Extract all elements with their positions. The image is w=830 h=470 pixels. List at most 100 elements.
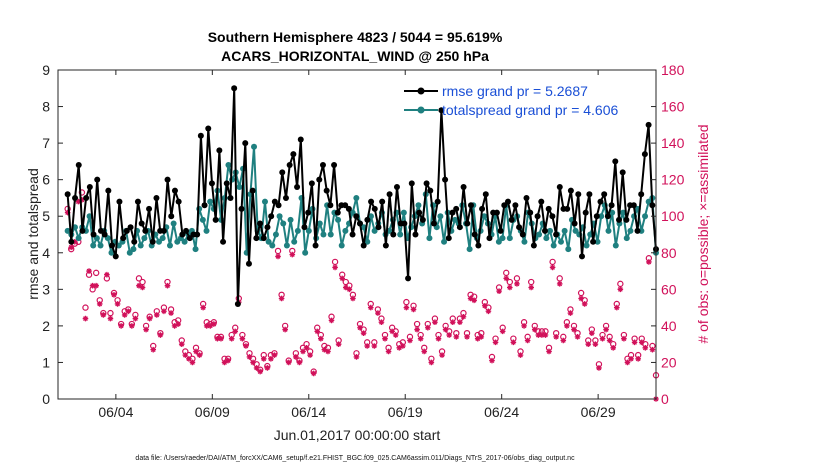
obs-assimilated-marker	[246, 354, 253, 360]
rmse-point	[453, 205, 460, 212]
rmse-point	[615, 216, 622, 223]
x-axis-label: Jun.01,2017 00:00:00 start	[274, 427, 441, 443]
obs-assimilated-marker	[517, 352, 524, 358]
obs-assimilated-marker	[161, 308, 167, 315]
totalspread-point	[353, 194, 360, 201]
obs-assimilated-marker	[146, 315, 153, 322]
totalspread-point	[291, 238, 298, 245]
y2-tick-label: 80	[661, 245, 677, 261]
rmse-point	[353, 213, 360, 220]
obs-assimilated-marker	[389, 328, 395, 335]
rmse-point	[479, 205, 486, 212]
obs-assimilated-marker	[189, 359, 196, 366]
rmse-point	[101, 231, 108, 238]
obs-assimilated-marker	[403, 304, 410, 311]
totalspread-point	[441, 238, 448, 245]
obs-assimilated-marker	[89, 282, 96, 289]
totalspread-point	[316, 220, 323, 227]
obs-assimilated-marker	[589, 330, 595, 336]
rmse-point	[427, 187, 434, 194]
rmse-point	[142, 227, 149, 234]
y2-tick-label: 160	[661, 99, 685, 115]
rmse-point	[149, 238, 156, 245]
obs-assimilated-marker	[93, 282, 99, 289]
footer-data-file: data file: /Users/raeder/DAI/ATM_forcXX/…	[135, 455, 575, 462]
obs-possible-marker	[331, 258, 339, 266]
rmse-point	[112, 253, 119, 260]
obs-assimilated-marker	[474, 335, 481, 342]
obs-assimilated-marker	[143, 326, 149, 333]
rmse-point	[416, 209, 423, 216]
rmse-point	[430, 220, 437, 227]
totalspread-point	[415, 202, 422, 209]
obs-possible-marker	[274, 247, 282, 255]
rmse-point	[508, 216, 515, 223]
rmse-point	[390, 231, 397, 238]
obs-assimilated-marker	[264, 365, 271, 371]
totalspread-point	[225, 162, 232, 169]
rmse-point	[179, 231, 186, 238]
totalspread-point	[305, 227, 312, 234]
totalspread-point	[437, 213, 444, 220]
obs-assimilated-marker	[603, 326, 609, 333]
rmse-point	[105, 187, 112, 194]
totalspread-point	[251, 143, 258, 150]
obs-assimilated-marker	[646, 259, 652, 265]
rmse-point	[512, 202, 519, 209]
obs-assimilated-marker	[71, 239, 78, 245]
obs-assimilated-marker	[400, 343, 406, 349]
totalspread-point	[276, 213, 283, 220]
rmse-point	[604, 213, 611, 220]
rmse-point	[264, 224, 271, 231]
rmse-point	[305, 209, 312, 216]
rmse-point	[445, 235, 452, 242]
rmse-point	[516, 224, 523, 231]
obs-assimilated-marker	[150, 346, 157, 353]
obs-assimilated-marker	[221, 359, 228, 366]
obs-assimilated-marker	[549, 264, 556, 271]
obs-possible-marker	[549, 258, 556, 266]
obs-assimilated-marker	[417, 335, 424, 342]
rmse-point	[168, 213, 175, 220]
obs-assimilated-marker	[392, 332, 399, 338]
obs-assimilated-marker	[471, 297, 477, 304]
rmse-point	[245, 260, 252, 267]
obs-assimilated-marker	[442, 326, 449, 333]
rmse-point	[527, 209, 534, 216]
obs-assimilated-marker	[524, 337, 531, 344]
obs-assimilated-marker	[253, 365, 260, 371]
chart-title: Southern Hemisphere 4823 / 5044 = 95.619…	[208, 29, 503, 45]
obs-assimilated-marker	[613, 304, 620, 311]
rmse-point	[90, 231, 97, 238]
totalspread-point	[338, 242, 345, 249]
obs-assimilated-marker	[596, 365, 602, 371]
obs-assimilated-marker	[631, 339, 638, 346]
rmse-point	[301, 224, 308, 231]
rmse-point	[171, 187, 178, 194]
rmse-point	[97, 227, 104, 234]
totalspread-point	[547, 227, 554, 234]
x-tick-label: 06/24	[484, 404, 519, 420]
totalspread-point	[137, 242, 144, 249]
rmse-point	[368, 198, 375, 205]
rmse-point	[564, 205, 571, 212]
obs-assimilated-marker	[314, 328, 321, 335]
obs-assimilated-marker	[642, 345, 649, 351]
rmse-point	[649, 202, 656, 209]
totalspread-point	[594, 238, 601, 245]
obs-assimilated-marker	[624, 359, 631, 366]
obs-assimilated-marker	[125, 308, 132, 315]
x-tick-label: 06/29	[581, 404, 616, 420]
obs-assimilated-marker	[410, 306, 417, 313]
obs-assimilated-marker	[496, 288, 502, 294]
obs-assimilated-marker	[193, 348, 199, 355]
totalspread-point	[130, 246, 137, 253]
rmse-point	[523, 194, 530, 201]
rmse-point	[183, 227, 190, 234]
rmse-point	[571, 220, 578, 227]
rmse-point	[138, 220, 145, 227]
rmse-point	[601, 191, 608, 198]
obs-assimilated-marker	[492, 339, 499, 346]
rmse-point	[541, 227, 548, 234]
rmse-point	[612, 158, 619, 165]
